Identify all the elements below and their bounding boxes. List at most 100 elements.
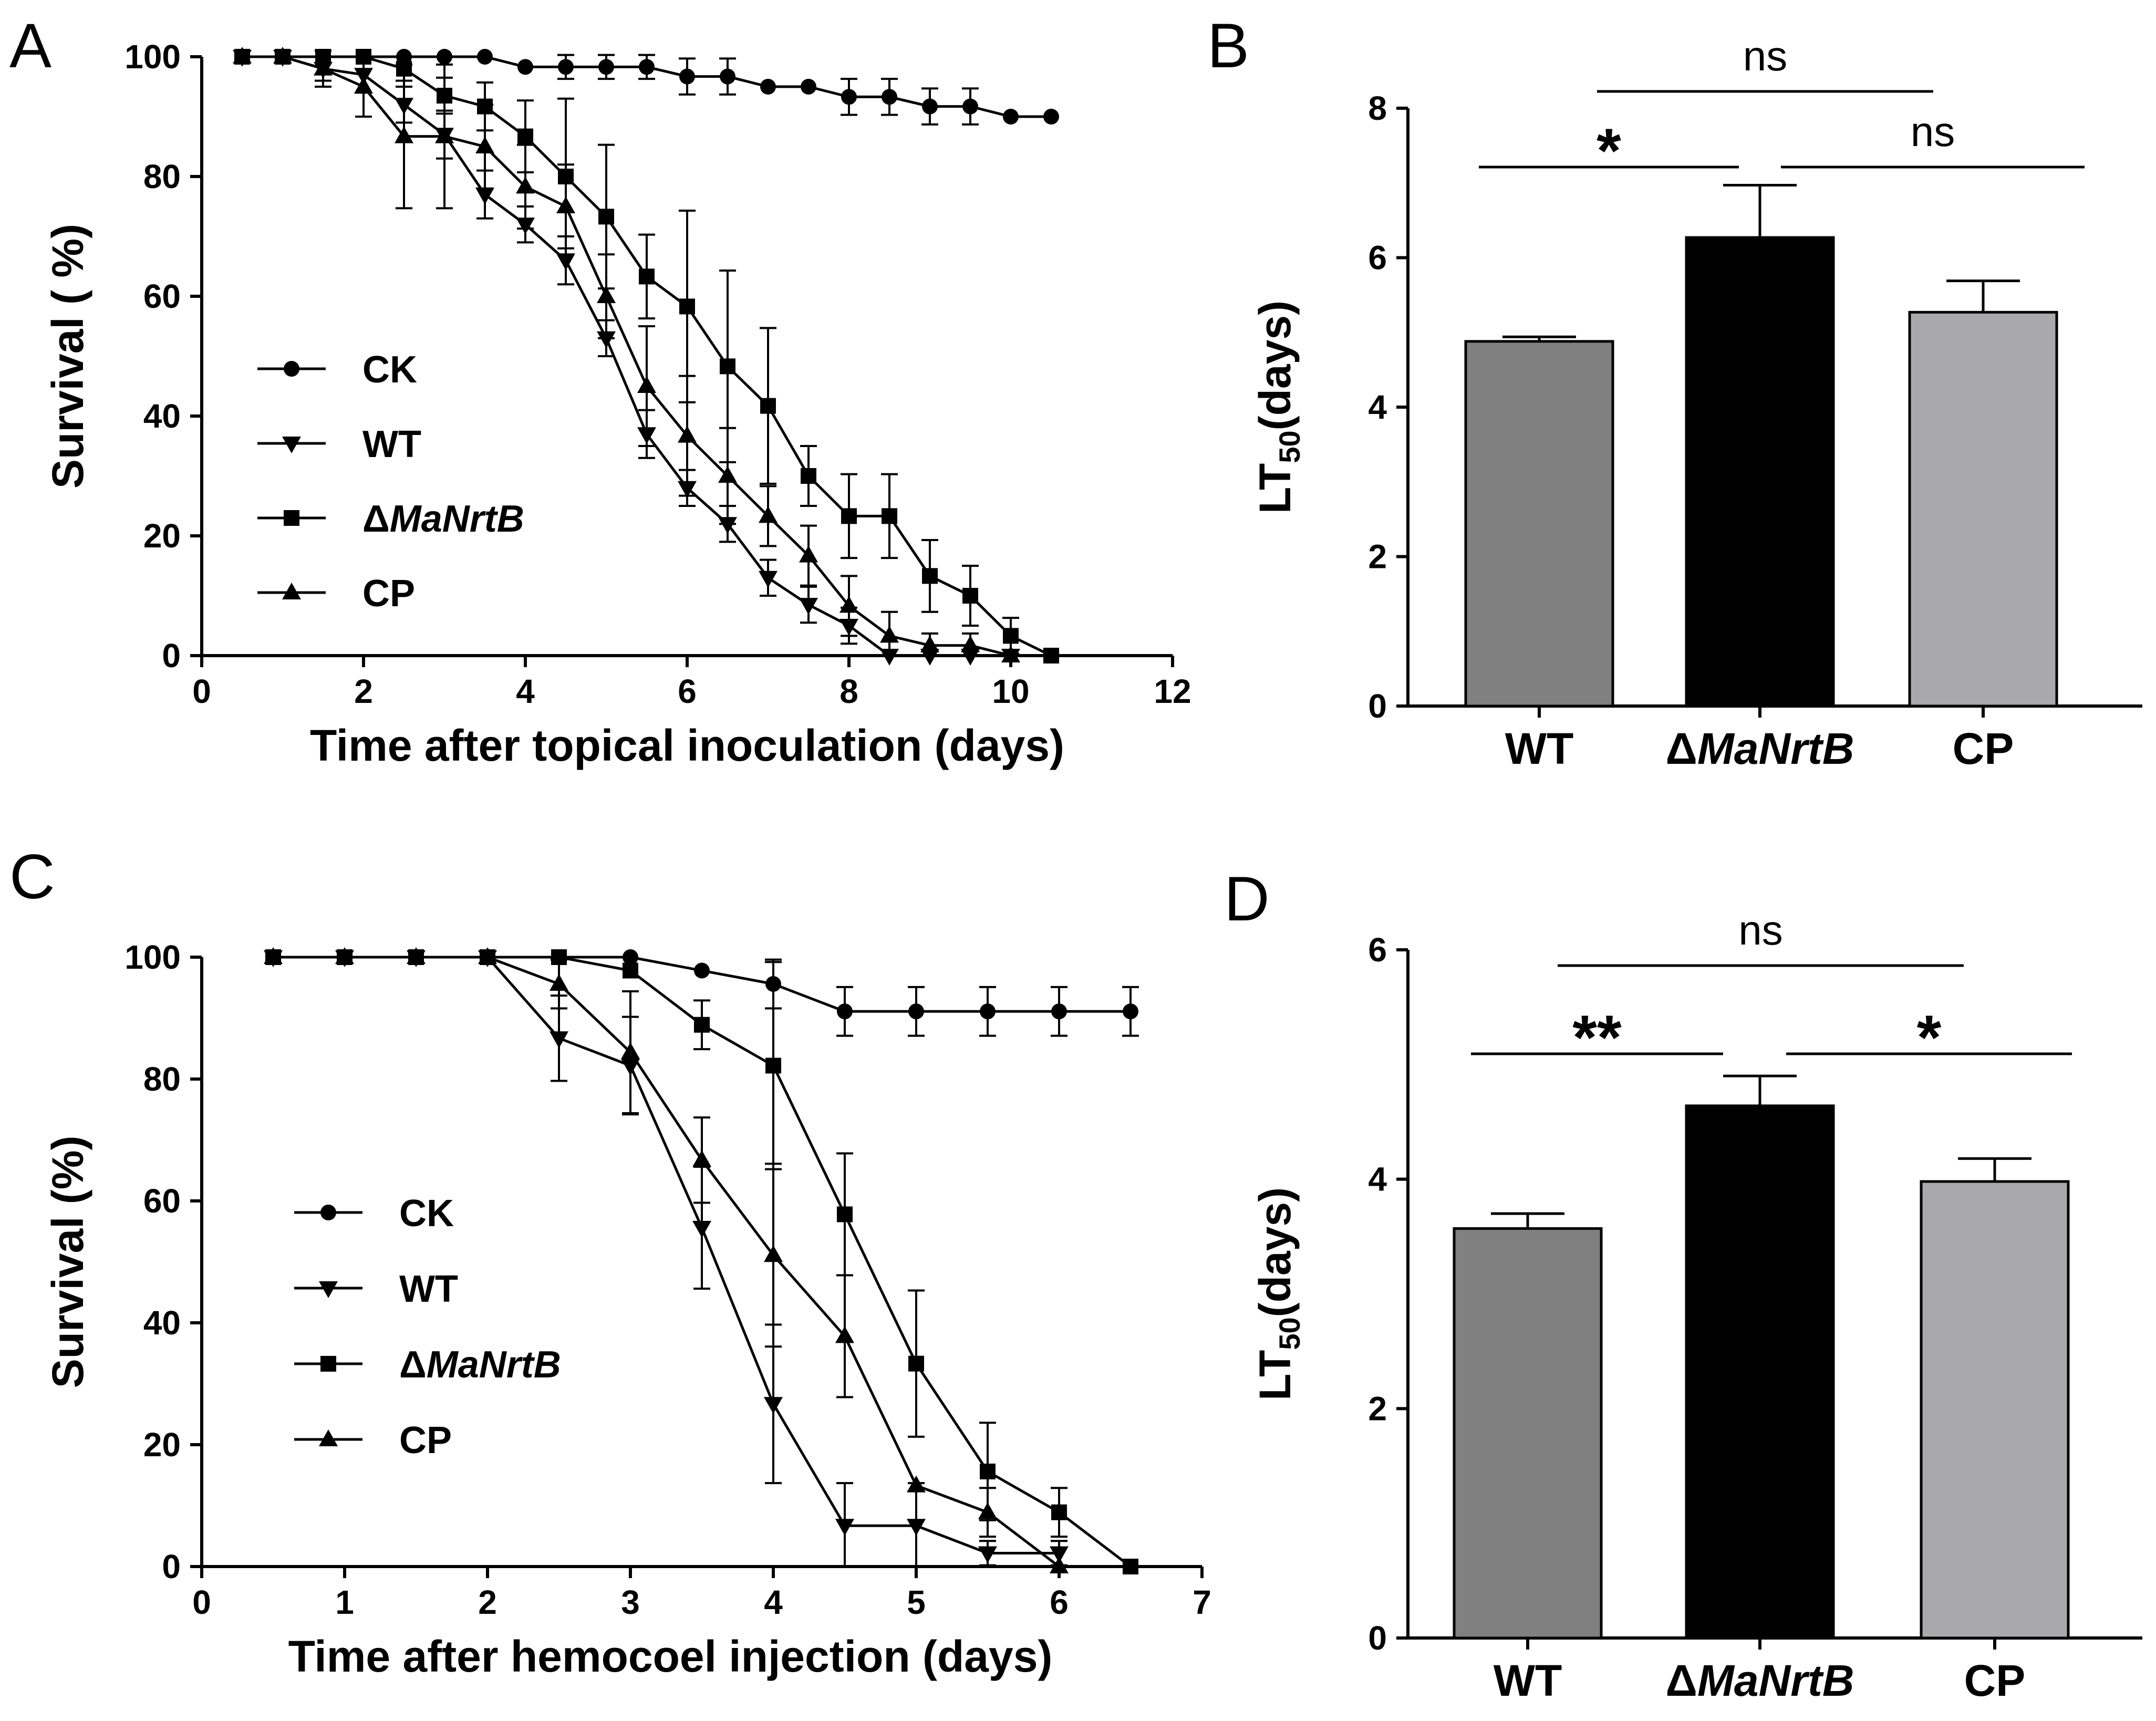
y-tick-label: 0 xyxy=(162,1548,181,1585)
data-point xyxy=(1050,1557,1069,1573)
series-line xyxy=(273,956,1060,1568)
legend-marker xyxy=(320,1356,336,1372)
x-tick-label: 1 xyxy=(335,1583,354,1621)
legend-label: WT xyxy=(362,423,421,465)
data-point xyxy=(801,79,816,95)
data-point xyxy=(694,962,710,979)
data-point xyxy=(1043,109,1059,125)
y-tick-label: 100 xyxy=(125,38,181,76)
panel-letter: B xyxy=(1207,11,1249,81)
data-point xyxy=(978,1546,997,1563)
data-point xyxy=(273,47,292,64)
y-tick-label: 2 xyxy=(1368,538,1387,576)
x-category-label: ΔMaNrtB xyxy=(1665,1656,1854,1705)
y-tick-label: 20 xyxy=(143,1426,181,1464)
data-point xyxy=(556,253,575,271)
data-point xyxy=(597,331,616,348)
series-1 xyxy=(264,950,1069,1568)
y-label-main: LT xyxy=(1250,463,1300,514)
bar-0 xyxy=(1453,1227,1603,1640)
data-point xyxy=(759,506,778,523)
x-tick-label: 8 xyxy=(839,672,858,710)
x-tick-label: 5 xyxy=(907,1583,926,1621)
data-point xyxy=(835,1326,854,1343)
data-point xyxy=(882,508,897,524)
data-point xyxy=(922,568,938,584)
x-category-label: ΔMaNrtB xyxy=(1665,724,1854,773)
data-point xyxy=(920,649,939,666)
data-point xyxy=(835,1519,854,1536)
data-point xyxy=(908,1355,924,1372)
data-point xyxy=(314,58,333,76)
data-point xyxy=(517,128,533,144)
legend-marker xyxy=(282,437,301,453)
data-point xyxy=(639,59,655,75)
legend-label: CK xyxy=(362,349,417,391)
data-point xyxy=(760,398,776,414)
legend-marker xyxy=(284,361,299,377)
significance-label: ** xyxy=(1572,1002,1622,1073)
y-tick-label: 60 xyxy=(143,1182,181,1220)
x-category-label: WT xyxy=(1494,1656,1562,1705)
data-point xyxy=(961,649,980,666)
x-tick-label: 4 xyxy=(516,672,535,710)
legend: CK WT ΔMaNrtB CP xyxy=(257,349,524,615)
data-point xyxy=(335,947,354,964)
x-category-label: CP xyxy=(1953,724,2014,773)
data-point xyxy=(980,1464,996,1480)
y-tick-label: 6 xyxy=(1368,931,1387,969)
x-tick-label: 7 xyxy=(1193,1583,1211,1621)
y-tick-label: 4 xyxy=(1368,1160,1387,1198)
x-category-label: CP xyxy=(1964,1656,2026,1705)
data-point xyxy=(980,1003,996,1020)
y-label-tail: (days) xyxy=(1250,1187,1300,1317)
y-axis-label: Survival (%) xyxy=(43,1136,92,1388)
data-point xyxy=(841,508,857,524)
data-point xyxy=(435,126,454,143)
data-point xyxy=(407,947,426,964)
data-point xyxy=(801,468,816,484)
panel-a-survival-topical: A 0 2 4 6 8 10 12 0 20 40 60 80 100 Time after topical… xyxy=(9,11,1191,770)
data-point xyxy=(837,1206,853,1222)
y-tick-label: 4 xyxy=(1368,388,1387,426)
category-gene: MaNrtB xyxy=(1697,1656,1854,1705)
category-delta: Δ xyxy=(1665,724,1697,773)
data-point xyxy=(477,49,493,65)
bar-1 xyxy=(1685,236,1835,708)
data-point xyxy=(764,1397,783,1414)
data-point xyxy=(978,1502,997,1519)
data-point xyxy=(718,466,737,483)
x-tick-label: 6 xyxy=(1050,1583,1069,1621)
legend-label: CP xyxy=(399,1419,452,1461)
data-point xyxy=(1123,1559,1138,1574)
legend-label: WT xyxy=(399,1268,458,1310)
y-axis-label: LT50(days) xyxy=(1250,1187,1306,1401)
y-tick-label: 0 xyxy=(1368,687,1387,725)
legend-label: CP xyxy=(362,573,415,615)
data-point xyxy=(678,426,697,443)
legend-label-delta: Δ xyxy=(362,498,390,540)
panel-letter: C xyxy=(9,842,55,912)
data-point xyxy=(759,571,778,588)
data-point xyxy=(550,974,568,991)
data-point xyxy=(354,77,373,94)
y-axis-label: LT50(days) xyxy=(1250,300,1306,514)
y-axis-label: Survival ( %) xyxy=(43,224,92,489)
data-point xyxy=(907,1519,926,1536)
data-point xyxy=(623,949,638,965)
panel-b-lt50-topical: B 0 2 4 6 8 LT50(days) WT ΔMaNrtB CP * ns ns xyxy=(1207,11,2142,773)
x-axis-label: Time after hemocoel injection (days) xyxy=(288,1632,1053,1681)
data-point xyxy=(550,1031,568,1049)
series-line xyxy=(242,55,1011,657)
y-tick-label: 80 xyxy=(143,1060,181,1098)
data-point xyxy=(598,209,614,225)
x-tick-label: 6 xyxy=(678,672,697,710)
legend-marker xyxy=(319,1429,338,1446)
significance-label: * xyxy=(1917,1002,1942,1073)
x-tick-label: 3 xyxy=(621,1583,640,1621)
data-point xyxy=(962,588,978,604)
data-point xyxy=(516,177,535,194)
data-point xyxy=(623,962,638,979)
